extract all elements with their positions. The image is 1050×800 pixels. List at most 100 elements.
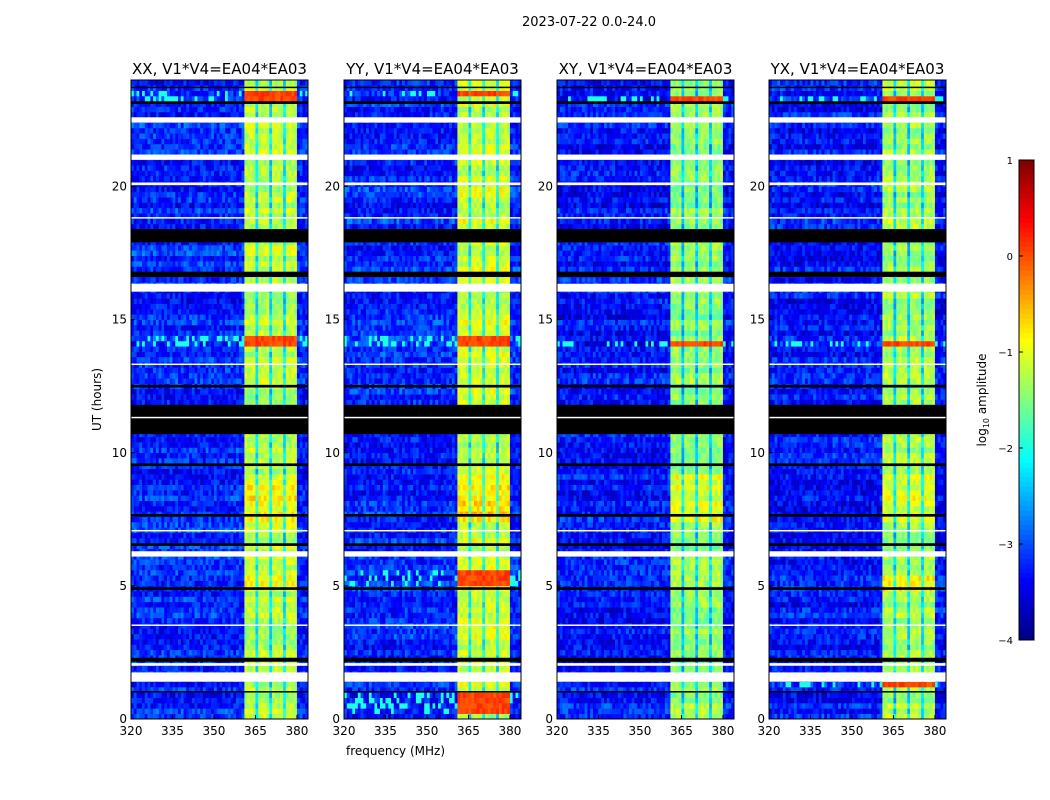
heatmap-cell — [300, 618, 303, 624]
heatmap-cell — [197, 501, 200, 507]
heatmap-cell — [170, 304, 173, 310]
heatmap-cell — [192, 644, 195, 650]
heatmap-cell — [211, 378, 214, 384]
heatmap-cell — [302, 309, 305, 315]
heatmap-cell — [220, 325, 223, 331]
heatmap-cell — [159, 314, 162, 320]
heatmap-cell — [267, 320, 270, 326]
heatmap-cell — [225, 682, 228, 688]
heatmap-cell — [258, 570, 261, 576]
heatmap-cell — [184, 538, 187, 544]
heatmap-cell — [239, 559, 242, 565]
heatmap-cell — [184, 522, 187, 528]
heatmap-cell — [150, 597, 153, 603]
heatmap-cell — [214, 389, 217, 395]
heatmap-cell — [203, 565, 206, 571]
heatmap-cell — [137, 682, 140, 688]
heatmap-cell — [267, 506, 270, 512]
heatmap-cell — [280, 336, 283, 342]
heatmap-cell — [261, 458, 264, 464]
heatmap-cell — [291, 522, 294, 528]
heatmap-cell — [297, 389, 300, 395]
heatmap-cell — [186, 325, 189, 331]
heatmap-cell — [167, 341, 170, 347]
heatmap-cell — [178, 389, 181, 395]
heatmap-cell — [286, 506, 289, 512]
heatmap-cell — [300, 565, 303, 571]
heatmap-cell — [300, 469, 303, 475]
heatmap-cell — [156, 479, 159, 485]
heatmap-cell — [264, 330, 267, 336]
heatmap-cell — [172, 570, 175, 576]
heatmap-cell — [159, 447, 162, 453]
heatmap-cell — [139, 639, 142, 645]
heatmap-cell — [189, 714, 192, 720]
heatmap-cell — [220, 437, 223, 443]
heatmap-cell — [156, 378, 159, 384]
heatmap-cell — [231, 628, 234, 634]
heatmap-cell — [236, 458, 239, 464]
heatmap-cell — [269, 447, 272, 453]
heatmap-cell — [269, 495, 272, 501]
heatmap-cell — [239, 346, 242, 352]
heatmap-cell — [278, 618, 281, 624]
heatmap-cell — [184, 389, 187, 395]
heatmap-cell — [142, 581, 145, 587]
heatmap-cell — [139, 714, 142, 720]
heatmap-cell — [228, 490, 231, 496]
heatmap-cell — [200, 533, 203, 539]
heatmap-cell — [278, 357, 281, 363]
heatmap-cell — [244, 607, 247, 613]
heatmap-cell — [258, 602, 261, 608]
heatmap-cell — [167, 357, 170, 363]
heatmap-cell — [145, 607, 148, 613]
heatmap-cell — [181, 575, 184, 581]
heatmap-cell — [236, 474, 239, 480]
heatmap-cell — [258, 682, 261, 688]
heatmap-cell — [161, 479, 164, 485]
heatmap-cell — [280, 666, 283, 672]
heatmap-cell — [172, 469, 175, 475]
heatmap-cell — [267, 325, 270, 331]
heatmap-cell — [247, 522, 250, 528]
heatmap-cell — [184, 533, 187, 539]
heatmap-cell — [164, 650, 167, 656]
heatmap-cell — [236, 336, 239, 342]
heatmap-cell — [175, 559, 178, 565]
heatmap-cell — [156, 314, 159, 320]
heatmap-cell — [283, 346, 286, 352]
heatmap-cell — [294, 575, 297, 581]
heatmap-cell — [167, 400, 170, 406]
heatmap-cell — [181, 501, 184, 507]
heatmap-cell — [137, 368, 140, 374]
heatmap-cell — [289, 314, 292, 320]
heatmap-cell — [189, 501, 192, 507]
heatmap-cell — [186, 634, 189, 640]
heatmap-cell — [186, 644, 189, 650]
heatmap-cell — [247, 447, 250, 453]
heatmap-cell — [258, 458, 261, 464]
heatmap-cell — [294, 538, 297, 544]
heatmap-cell — [156, 469, 159, 475]
heatmap-cell — [222, 698, 225, 704]
heatmap-cell — [214, 437, 217, 443]
heatmap-cell — [300, 437, 303, 443]
heatmap-cell — [203, 538, 206, 544]
heatmap-cell — [233, 644, 236, 650]
heatmap-cell — [244, 559, 247, 565]
heatmap-cell — [208, 437, 211, 443]
heatmap-cell — [222, 447, 225, 453]
heatmap-cell — [159, 618, 162, 624]
heatmap-cell — [197, 570, 200, 576]
heatmap-cell — [300, 304, 303, 310]
heatmap-cell — [258, 490, 261, 496]
heatmap-cell — [145, 581, 148, 587]
heatmap-cell — [206, 708, 209, 714]
heatmap-cell — [211, 618, 214, 624]
heatmap-cell — [233, 575, 236, 581]
heatmap-cell — [192, 597, 195, 603]
heatmap-cell — [142, 618, 145, 624]
heatmap-cell — [159, 352, 162, 358]
heatmap-cell — [228, 613, 231, 619]
heatmap-cell — [247, 607, 250, 613]
